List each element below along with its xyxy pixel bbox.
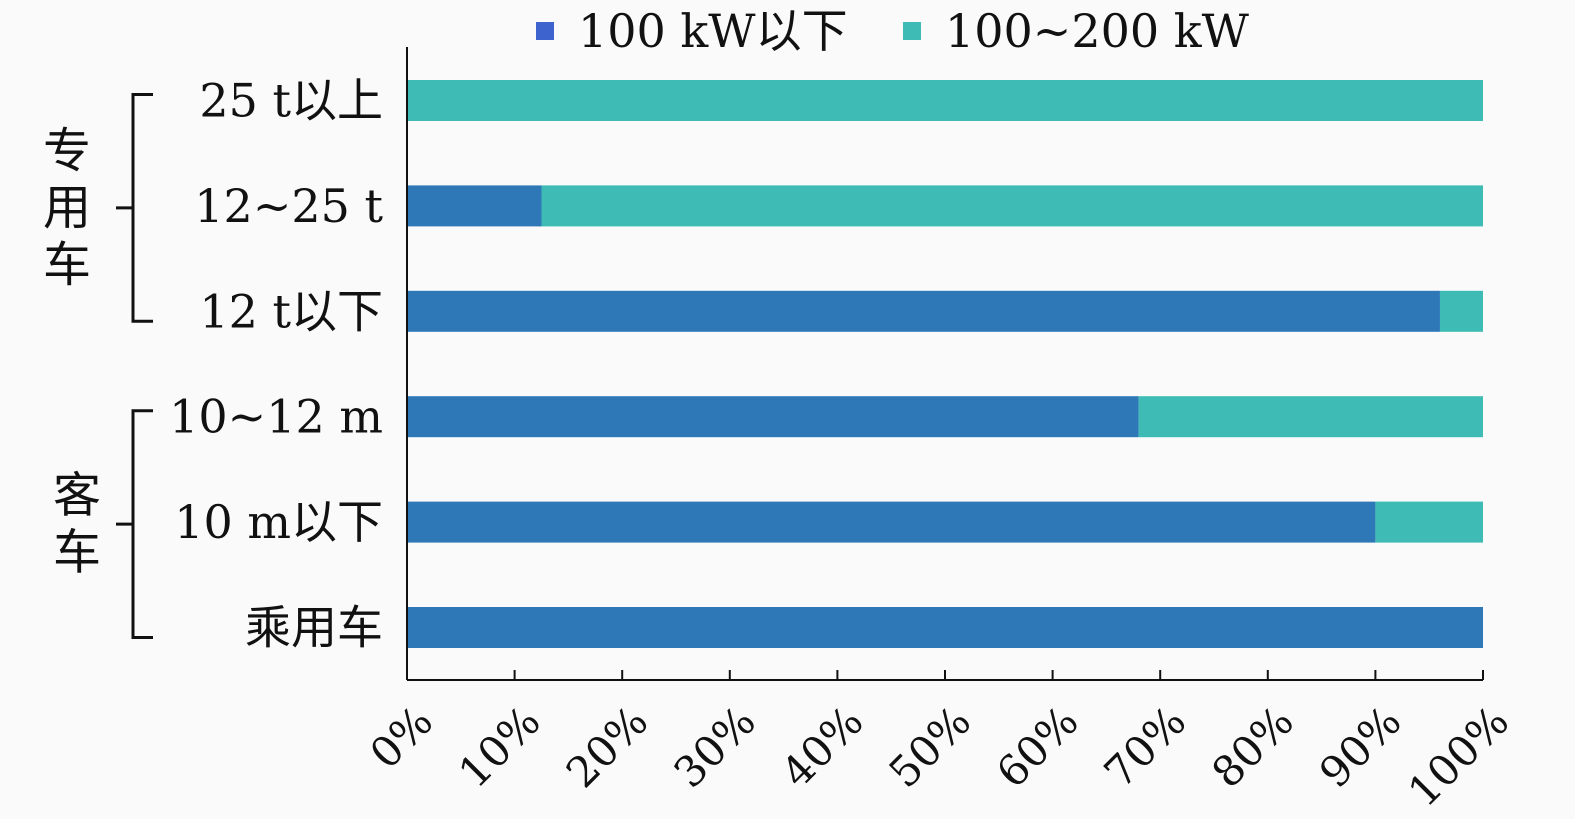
x-tick-label: 60% bbox=[987, 696, 1088, 797]
bar-100-200kw-row-2 bbox=[1439, 290, 1483, 332]
bar-below-100kw-row-1 bbox=[407, 185, 542, 227]
group-label-char: 专 bbox=[43, 123, 91, 179]
legend-label-100-200kw: 100~200 kW bbox=[945, 4, 1250, 58]
bar-100-200kw-row-0 bbox=[407, 80, 1483, 121]
bar-below-100kw-row-2 bbox=[407, 290, 1440, 332]
bar-100-200kw-row-3 bbox=[1138, 396, 1483, 438]
category-label: 10 m以下 bbox=[174, 495, 383, 549]
category-label: 10~12 m bbox=[169, 390, 383, 444]
x-tick-label: 30% bbox=[664, 696, 765, 797]
bar-below-100kw-row-5 bbox=[407, 607, 1483, 648]
category-label: 25 t以上 bbox=[199, 74, 383, 128]
x-tick-label: 20% bbox=[557, 696, 658, 797]
bar-100-200kw-row-4 bbox=[1375, 501, 1483, 543]
group-label-char: 车 bbox=[43, 237, 91, 293]
group-label-char: 用 bbox=[43, 180, 91, 236]
group-bracket bbox=[116, 93, 153, 323]
x-tick-label: 50% bbox=[879, 696, 980, 797]
category-label: 乘用车 bbox=[245, 601, 383, 655]
x-tick-label: 70% bbox=[1095, 696, 1196, 797]
x-tick-label: 10% bbox=[449, 696, 550, 797]
legend-label-below-100kw: 100 kW以下 bbox=[578, 4, 848, 58]
group-label-char: 车 bbox=[53, 525, 101, 581]
x-tick-label: 100% bbox=[1399, 696, 1519, 816]
legend-swatch-below-100kw bbox=[536, 22, 554, 40]
bar-below-100kw-row-4 bbox=[407, 501, 1376, 543]
x-tick-label: 0% bbox=[360, 696, 442, 778]
group-label-char: 客 bbox=[53, 468, 101, 524]
bars bbox=[407, 80, 1483, 648]
category-label: 12 t以下 bbox=[199, 284, 383, 338]
legend: 100 kW以下 100~200 kW bbox=[536, 4, 1250, 58]
category-label: 12~25 t bbox=[194, 179, 383, 233]
x-tick-label: 90% bbox=[1310, 696, 1411, 797]
x-tick-label: 40% bbox=[772, 696, 873, 797]
bar-100-200kw-row-1 bbox=[541, 185, 1483, 227]
legend-swatch-100-200kw bbox=[903, 22, 921, 40]
x-tick-label: 80% bbox=[1202, 696, 1303, 797]
group-bracket bbox=[116, 409, 153, 639]
bar-below-100kw-row-3 bbox=[407, 396, 1139, 438]
